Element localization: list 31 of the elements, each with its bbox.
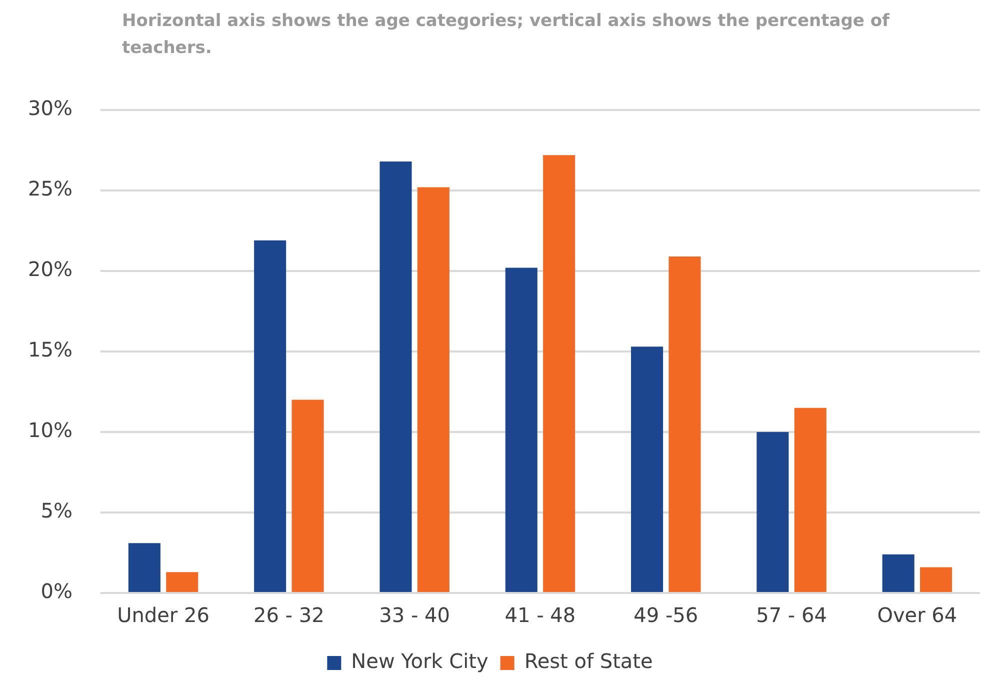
x-tick-label: 49 -56 <box>634 603 698 628</box>
chart-title: Horizontal axis shows the age categories; vertical axis shows the percentage of teachers. <box>122 10 890 60</box>
bar <box>794 408 826 592</box>
x-tick-label: Under 26 <box>117 603 210 628</box>
y-tick-label: 10% <box>28 418 72 442</box>
bar <box>380 162 412 592</box>
y-tick-label: 20% <box>28 257 72 282</box>
bar <box>882 554 914 592</box>
bar <box>756 432 789 592</box>
bar <box>128 543 160 592</box>
bar <box>631 346 664 592</box>
x-tick-label: 41 - 48 <box>504 603 576 628</box>
x-tick-label: 26 - 32 <box>254 603 324 628</box>
y-tick-label: 15% <box>28 338 72 362</box>
x-tick-label: Over 64 <box>877 603 958 628</box>
bar <box>292 400 324 592</box>
y-tick-label: 30% <box>28 96 72 120</box>
y-tick-label: 0% <box>40 579 72 604</box>
x-tick-label: 33 - 40 <box>379 603 450 628</box>
bar <box>166 572 198 592</box>
bar <box>668 256 701 592</box>
bar <box>417 187 450 592</box>
y-tick-label: 25% <box>28 176 72 201</box>
x-tick-label: 57 - 64 <box>756 603 827 628</box>
bar <box>254 240 286 592</box>
legend-label: New York City <box>351 649 488 674</box>
bar <box>920 567 952 592</box>
legend-label: Rest of State <box>524 649 653 674</box>
bar <box>543 155 576 592</box>
y-tick-label: 5% <box>40 498 72 523</box>
bar <box>505 268 538 592</box>
